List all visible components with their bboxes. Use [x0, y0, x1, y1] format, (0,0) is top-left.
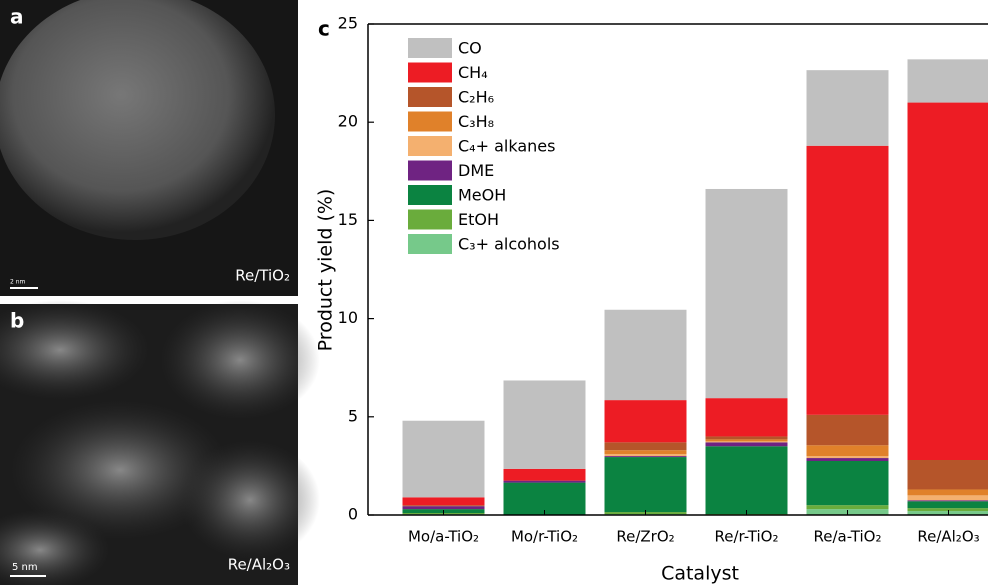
bar-segment	[907, 59, 988, 103]
legend-swatch	[408, 185, 452, 205]
legend-label: C₂H₆	[458, 88, 494, 107]
bar-segment	[503, 480, 586, 483]
legend-label: DME	[458, 161, 494, 180]
bar-segment	[705, 441, 788, 443]
bar-segment	[604, 400, 687, 443]
y-tick-label: 0	[348, 505, 358, 524]
chart: c Catalyst Product yield (%) 0 5 10 15 20 25 M…	[315, 14, 988, 585]
bar-segment	[806, 458, 889, 461]
particle	[180, 440, 320, 560]
bar-segment	[503, 468, 586, 481]
legend-swatch	[408, 209, 452, 230]
x-tick-label: Mo/r-TiO₂	[511, 528, 578, 546]
particle	[0, 0, 275, 240]
panel-b: b Re/Al₂O₃ 5 nm	[0, 300, 320, 585]
bar-segment	[806, 70, 889, 146]
scale-label: 5 nm	[12, 562, 38, 573]
bar-segment	[907, 489, 988, 496]
y-tick-label: 15	[338, 210, 358, 229]
y-tick-label: 25	[338, 14, 358, 33]
panel-a: a Re/TiO₂ 2 nm	[0, 0, 298, 296]
bar-segment	[604, 454, 687, 457]
y-tick-label: 10	[338, 308, 358, 327]
x-tick-label: Mo/a-TiO₂	[408, 528, 479, 546]
panel-letter: b	[10, 309, 24, 333]
y-axis-title: Product yield (%)	[315, 189, 337, 352]
bar-segment	[806, 460, 889, 506]
bar-segment	[402, 497, 485, 506]
legend-label: C₃+ alcohols	[458, 235, 560, 254]
scale-label: 2 nm	[10, 279, 26, 286]
legend-label: CH₄	[458, 63, 488, 82]
legend-label: C₄+ alkanes	[458, 137, 555, 156]
panel-label: Re/TiO₂	[235, 267, 290, 285]
bar-segment	[503, 380, 586, 469]
bar-segment	[604, 457, 687, 513]
bar-segment	[604, 309, 687, 401]
legend-swatch	[408, 38, 452, 58]
bar-segment	[806, 414, 889, 446]
bar-segment	[806, 505, 889, 510]
x-tick-label: Re/ZrO₂	[616, 528, 674, 546]
bar-segment	[705, 436, 788, 440]
legend-label: EtOH	[458, 210, 499, 229]
y-tick-label: 20	[338, 112, 358, 131]
bar-segment	[705, 442, 788, 447]
bar-segment	[806, 456, 889, 459]
bar-segment	[705, 439, 788, 442]
bar-segment	[604, 450, 687, 455]
particle	[10, 400, 230, 540]
legend-swatch	[408, 234, 452, 254]
particle	[160, 300, 320, 420]
bar-segment	[907, 500, 988, 502]
legend-label: MeOH	[458, 186, 506, 205]
y-tick-label: 5	[348, 406, 358, 425]
bar-segment	[604, 456, 687, 458]
legend-label: C₃H₈	[458, 112, 494, 131]
bar-segment	[806, 145, 889, 415]
legend-label: CO	[458, 39, 482, 58]
x-tick-label: Re/a-TiO₂	[814, 528, 882, 546]
bar-segment	[907, 508, 988, 512]
x-tick-label: Re/r-TiO₂	[715, 528, 779, 546]
bar-segment	[402, 505, 485, 507]
bar-segment	[907, 460, 988, 490]
bar-segment	[604, 442, 687, 451]
panel-letter: c	[318, 17, 330, 41]
bar-segment	[907, 102, 988, 461]
bar-segment	[705, 398, 788, 437]
x-axis-title: Catalyst	[661, 563, 739, 585]
bar-segment	[503, 482, 586, 515]
bar-segment	[907, 501, 988, 509]
legend-swatch	[408, 62, 452, 83]
legend-swatch	[408, 136, 452, 156]
legend-swatch	[408, 160, 452, 181]
legend-swatch	[408, 87, 452, 107]
bar-segment	[402, 506, 485, 510]
legend-swatch	[408, 111, 452, 132]
panel-letter: a	[10, 5, 24, 29]
bar-segment	[705, 188, 788, 399]
x-tick-label: Re/Al₂O₃	[917, 528, 979, 546]
bar-segment	[806, 445, 889, 457]
panel-label: Re/Al₂O₃	[228, 556, 290, 574]
bar-segment	[705, 446, 788, 515]
bar-segment	[907, 511, 988, 515]
particle	[0, 510, 110, 585]
bar-segment	[907, 495, 988, 501]
bar-segment	[402, 420, 485, 498]
particle	[0, 300, 150, 400]
